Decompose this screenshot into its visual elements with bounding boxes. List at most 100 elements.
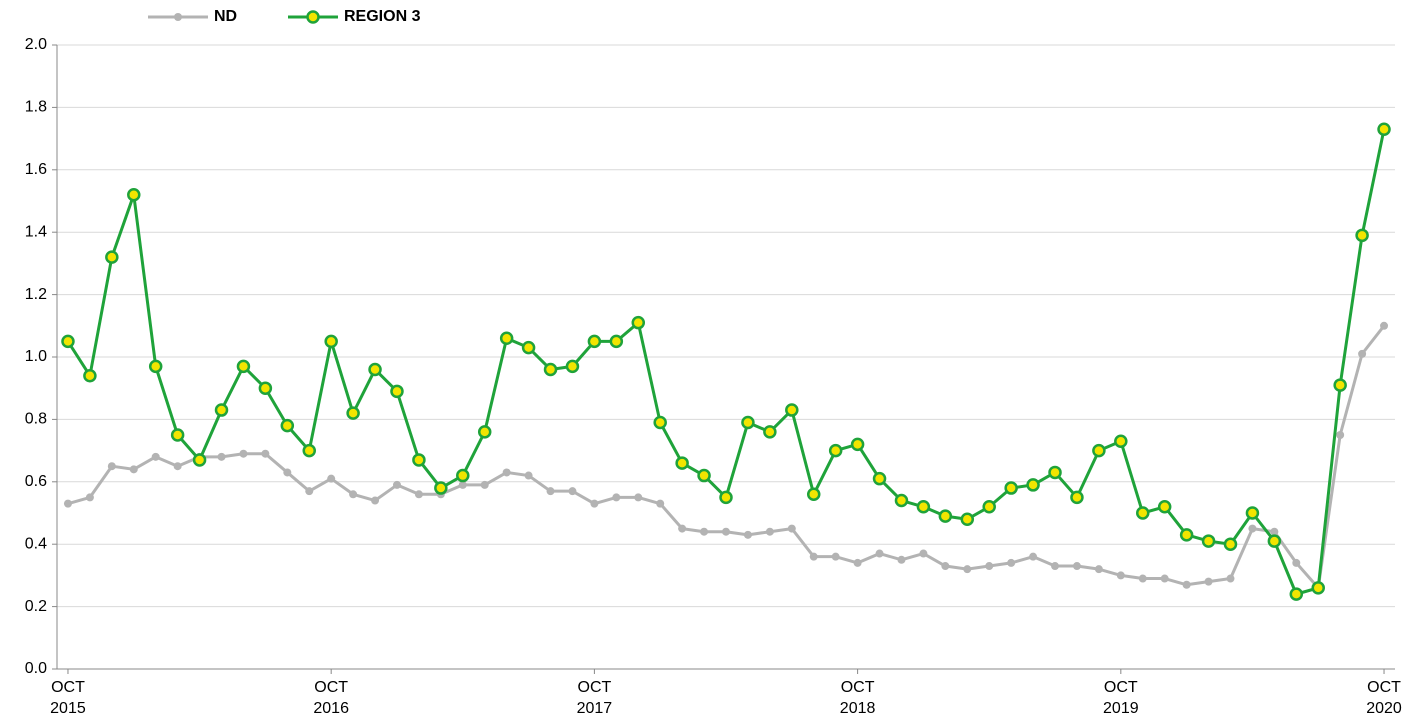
data-point [634, 493, 643, 502]
data-point [1270, 527, 1279, 536]
y-tick-label: 0.0 [25, 660, 47, 677]
data-point [853, 558, 862, 567]
data-point [941, 562, 950, 571]
y-tick-label: 1.2 [25, 286, 47, 303]
x-tick-label: OCT 2015 [50, 679, 86, 717]
x-tick-label: OCT 2019 [1103, 679, 1139, 717]
data-point [456, 468, 470, 483]
data-point [568, 487, 577, 496]
data-point [502, 468, 511, 477]
data-point [1116, 571, 1125, 580]
data-point [521, 340, 536, 355]
data-point [151, 452, 160, 461]
y-tick-label: 0.2 [25, 598, 47, 615]
legend-label: ND [214, 8, 237, 25]
data-point [283, 468, 292, 477]
data-point [872, 471, 887, 486]
data-point [458, 480, 467, 489]
data-point [787, 524, 796, 533]
data-point [280, 418, 295, 433]
data-point [894, 493, 909, 508]
data-point [127, 188, 141, 202]
data-point [1007, 558, 1016, 567]
data-point [105, 250, 119, 264]
data-point [938, 509, 953, 523]
data-point [722, 527, 730, 536]
x-tick-label: OCT 2020 [1366, 679, 1402, 717]
data-point [1179, 528, 1194, 542]
y-tick-label: 0.8 [25, 411, 47, 428]
data-point [897, 555, 906, 564]
data-point [565, 359, 580, 374]
data-point [1292, 558, 1301, 567]
data-point [1377, 122, 1391, 136]
data-point [590, 499, 599, 508]
data-point [1160, 574, 1169, 583]
data-point [831, 552, 840, 561]
data-point [1157, 500, 1172, 514]
data-point [1267, 534, 1282, 548]
data-point [1070, 490, 1084, 505]
data-point [1380, 321, 1389, 330]
data-point [390, 384, 404, 399]
data-point [1004, 481, 1018, 495]
data-point [587, 334, 602, 349]
data-point [217, 452, 226, 461]
data-point [258, 381, 273, 395]
y-tick-label: 2.0 [25, 36, 47, 53]
data-point [1182, 580, 1191, 589]
data-point [1311, 581, 1325, 595]
data-point [214, 403, 229, 417]
data-point [960, 512, 975, 526]
data-point [346, 406, 360, 420]
data-point [1138, 574, 1147, 583]
data-point [700, 527, 709, 536]
data-point [477, 425, 492, 439]
data-point [675, 456, 689, 470]
data-point [1136, 506, 1150, 520]
data-point [546, 487, 555, 496]
y-tick-label: 1.0 [25, 348, 47, 365]
data-point [1072, 562, 1081, 571]
data-point [919, 549, 928, 558]
data-point [327, 474, 336, 483]
data-point [631, 315, 646, 330]
data-point [236, 359, 251, 374]
data-point [1245, 506, 1260, 520]
y-tick-label: 0.6 [25, 473, 47, 490]
data-point [129, 465, 138, 474]
data-point [963, 565, 972, 574]
data-point [1204, 577, 1213, 586]
data-point [1223, 537, 1238, 551]
data-point [434, 481, 448, 495]
data-point [349, 490, 358, 499]
data-point [1248, 524, 1257, 533]
x-tick-label: OCT 2017 [576, 679, 613, 717]
data-point [543, 362, 558, 377]
data-point [412, 453, 426, 467]
data-point [806, 487, 821, 502]
data-point [1333, 378, 1347, 392]
data-point [480, 480, 489, 489]
data-point [1029, 552, 1038, 561]
y-tick-label: 1.4 [25, 223, 47, 240]
data-point [609, 334, 624, 349]
data-point [828, 443, 843, 458]
data-point [1358, 349, 1367, 358]
legend-marker [174, 13, 182, 21]
data-point [302, 443, 316, 458]
data-point [982, 500, 996, 514]
data-point [1201, 534, 1216, 548]
data-point [1094, 565, 1103, 574]
data-point [170, 428, 185, 442]
data-point [414, 490, 423, 499]
data-point [1026, 478, 1040, 492]
data-point [612, 493, 621, 502]
data-point [1336, 431, 1345, 439]
data-point [324, 334, 338, 349]
data-point [1092, 443, 1106, 458]
data-point [107, 462, 116, 471]
data-point [83, 368, 97, 383]
data-point [875, 549, 884, 558]
